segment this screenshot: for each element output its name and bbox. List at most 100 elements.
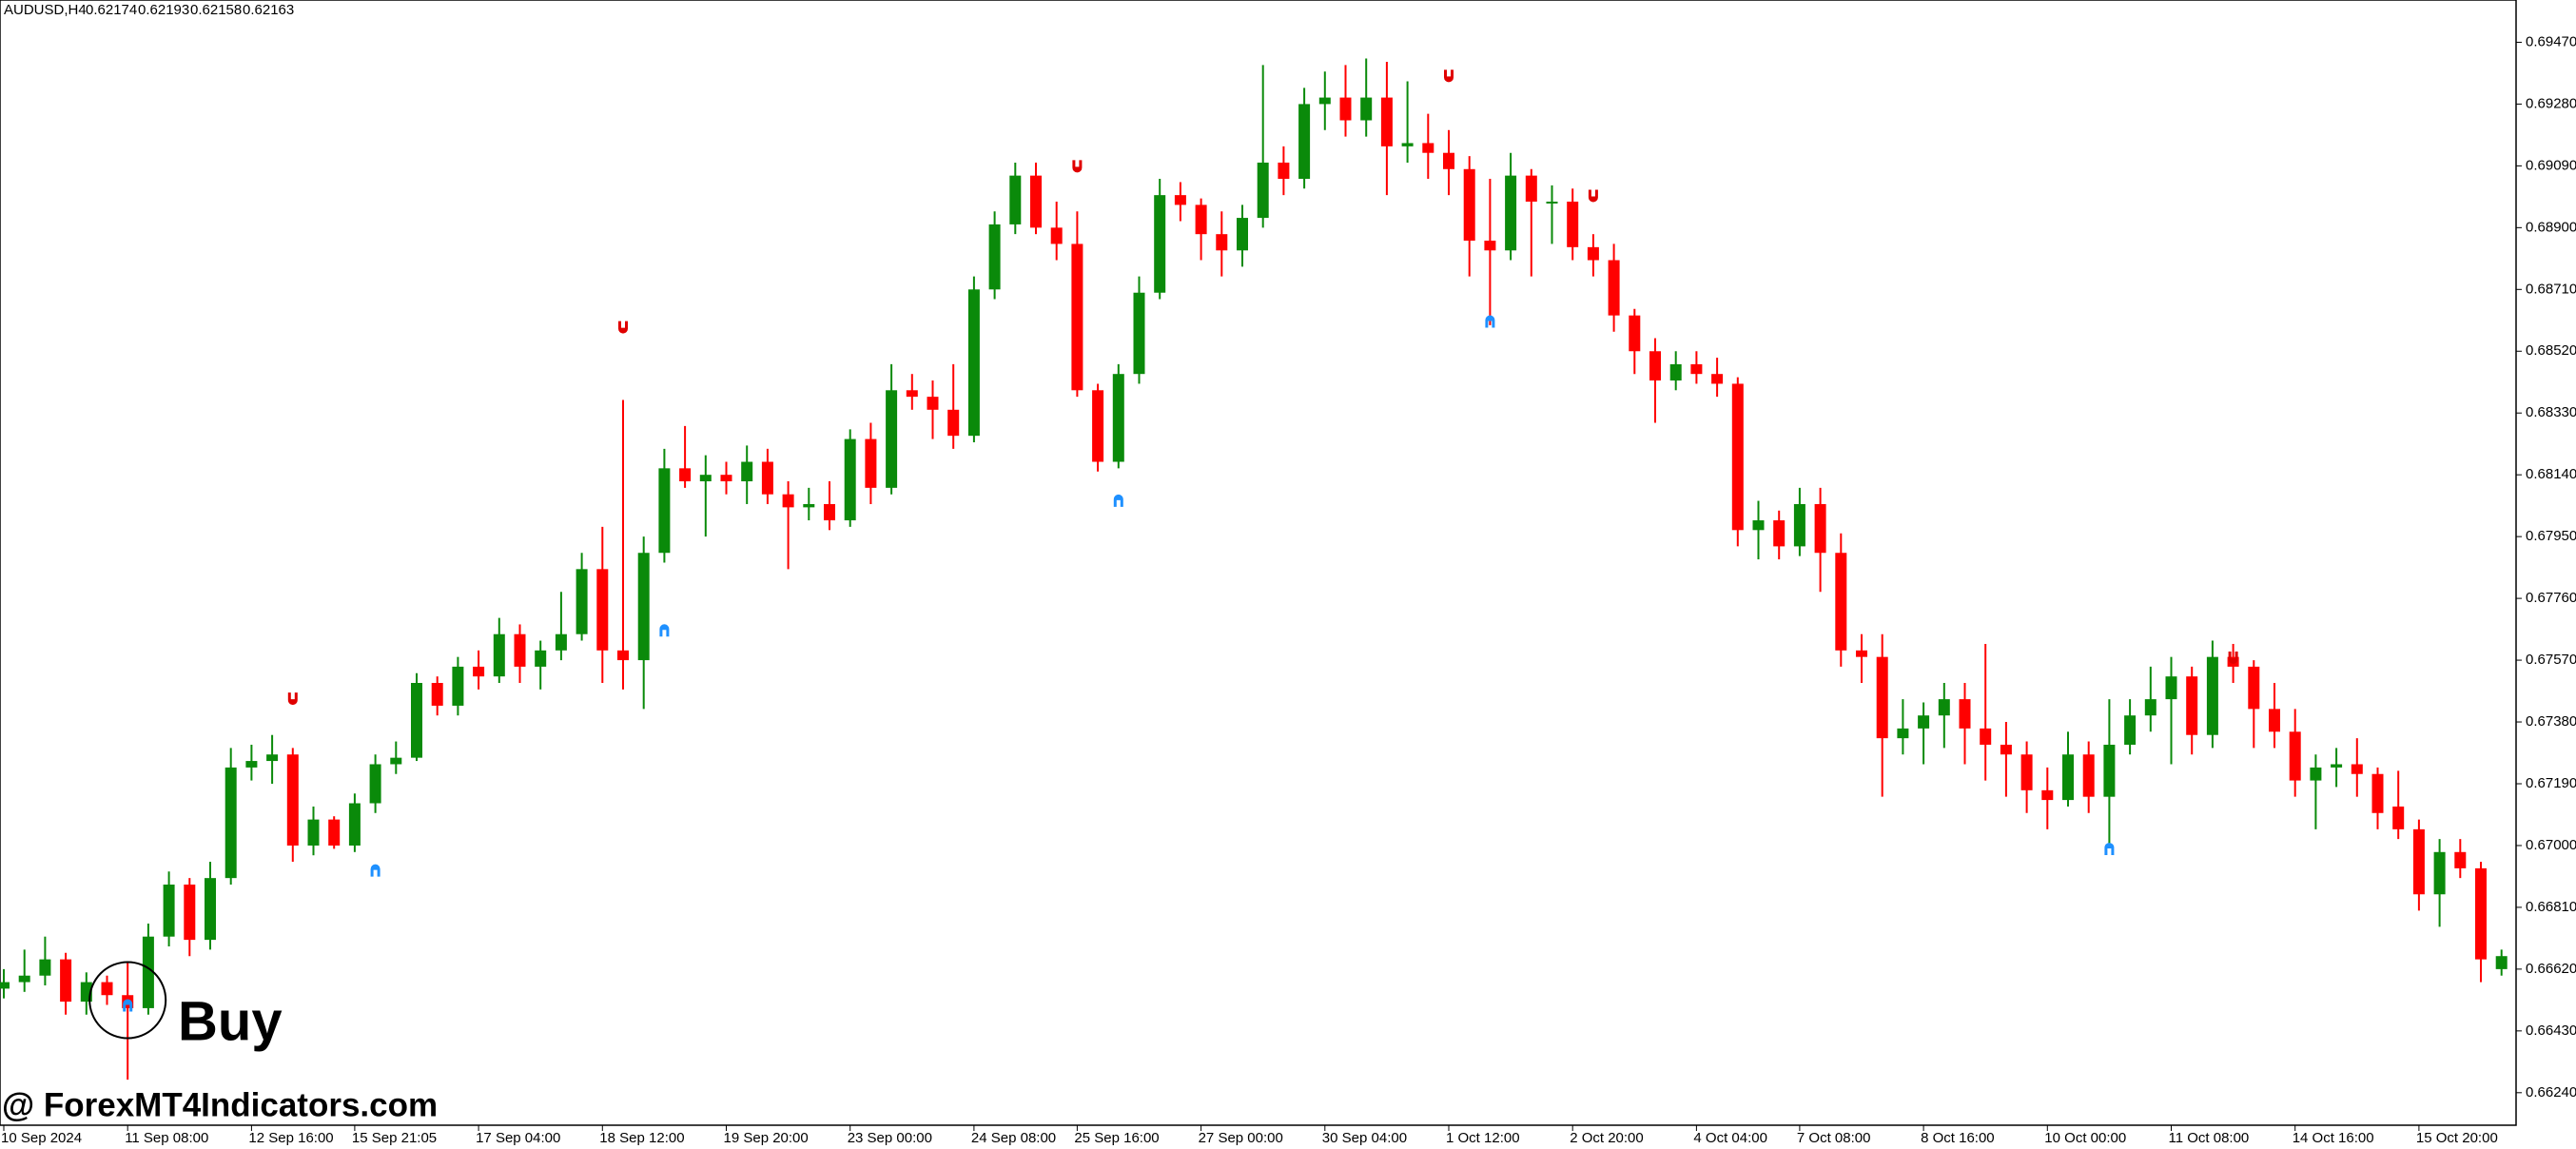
candle-body (1133, 292, 1145, 375)
annotation-circle (88, 961, 167, 1040)
candle-body (2392, 806, 2405, 829)
candle-body (679, 468, 692, 482)
sell-arrow (618, 321, 628, 334)
candle-body (927, 397, 939, 410)
x-tick-label: 11 Oct 08:00 (2169, 1130, 2250, 1146)
candle-body (947, 409, 960, 437)
candle-body (1360, 97, 1373, 121)
x-tick-label: 18 Sep 12:00 (599, 1130, 684, 1146)
candle-body (906, 390, 918, 398)
x-tick-label: 19 Sep 20:00 (724, 1130, 809, 1146)
candle-body (1629, 315, 1641, 352)
candle-body (2020, 754, 2033, 790)
buy-arrow (1485, 315, 1495, 328)
candle-body (1195, 204, 1207, 235)
candle-body (1649, 351, 1661, 381)
candle-body (886, 390, 898, 488)
candle-body (1174, 195, 1186, 205)
sell-arrow (2228, 651, 2238, 664)
candle-body (60, 959, 72, 1003)
candle-body (1773, 520, 1786, 547)
candle-body (596, 569, 609, 651)
candle-body (1401, 143, 1414, 146)
candle-body (1380, 97, 1393, 146)
candle-body (658, 468, 671, 554)
candle-body (184, 884, 196, 941)
candle-body (782, 494, 794, 508)
y-tick-label: 0.67190 (2526, 775, 2576, 791)
candle-body (1793, 503, 1805, 547)
y-tick-label: 0.69280 (2526, 95, 2576, 111)
candle-body (2475, 867, 2487, 960)
candle-body (555, 633, 567, 651)
annotation: Buy (178, 990, 283, 1052)
y-tick-label: 0.67000 (2526, 837, 2576, 853)
candle-body (720, 475, 732, 482)
candle-body (2351, 764, 2363, 774)
candle-body (803, 503, 815, 508)
quote-open: 0.62174 (86, 2, 137, 18)
candle-body (2082, 754, 2095, 797)
candle-body (1278, 162, 1290, 180)
x-tick-label: 7 Oct 08:00 (1797, 1130, 1871, 1146)
candle-body (1298, 104, 1311, 180)
candle-body (741, 461, 753, 482)
candle-body (2000, 744, 2012, 755)
chart-title: AUDUSD,H4 (4, 2, 87, 18)
candle-body (1980, 728, 1992, 745)
candle-body (369, 764, 381, 804)
y-tick-label: 0.67380 (2526, 713, 2576, 730)
x-tick-label: 2 Oct 20:00 (1570, 1130, 1644, 1146)
candle-body (1071, 243, 1083, 391)
candle-body (493, 633, 505, 677)
candle-body (1731, 383, 1744, 531)
candle-body (824, 503, 835, 521)
x-tick-label: 4 Oct 04:00 (1693, 1130, 1767, 1146)
candle-body (348, 803, 361, 846)
y-tick-label: 0.67570 (2526, 652, 2576, 668)
candle-body (1237, 218, 1248, 251)
candle-body (617, 650, 629, 661)
quote-high: 0.62193 (138, 2, 189, 18)
candle-body (1009, 175, 1022, 224)
candle-body (2186, 676, 2198, 735)
buy-arrow (1113, 494, 1123, 507)
candle-body (0, 982, 10, 989)
x-tick-label: 1 Oct 12:00 (1446, 1130, 1520, 1146)
x-tick-label: 24 Sep 08:00 (971, 1130, 1056, 1146)
candle-body (452, 666, 464, 706)
candle-body (1339, 97, 1352, 121)
x-tick-label: 8 Oct 16:00 (1921, 1130, 1995, 1146)
quote-close: 0.62163 (243, 2, 294, 18)
candle-body (390, 757, 402, 765)
y-tick-label: 0.68520 (2526, 342, 2576, 359)
candle-body (535, 650, 547, 667)
candle-body (2124, 715, 2137, 745)
candle-body (699, 475, 712, 482)
candle-body (1876, 656, 1888, 739)
candle-body (1443, 152, 1454, 169)
y-tick-label: 0.66430 (2526, 1022, 2576, 1039)
candle-body (1154, 195, 1166, 293)
candle-body (1484, 241, 1496, 251)
candle-body (2371, 773, 2384, 813)
x-tick-label: 30 Sep 04:00 (1322, 1130, 1407, 1146)
candle-body (163, 884, 175, 937)
candle-body (514, 633, 526, 667)
candle-body (2144, 699, 2156, 716)
candle-body (844, 438, 856, 521)
candle-body (2103, 744, 2116, 797)
candle-body (2206, 656, 2218, 735)
candle-body (1505, 175, 1517, 251)
candle-body (245, 761, 258, 768)
candle-body (1318, 97, 1331, 105)
candle-body (2495, 956, 2508, 969)
candle-body (2412, 828, 2425, 895)
candle-body (2269, 709, 2280, 732)
candle-body (1587, 246, 1599, 261)
y-tick-label: 0.67950 (2526, 528, 2576, 544)
candle-body (101, 982, 113, 996)
candle-body (988, 224, 1001, 290)
candle-body (1463, 168, 1475, 242)
